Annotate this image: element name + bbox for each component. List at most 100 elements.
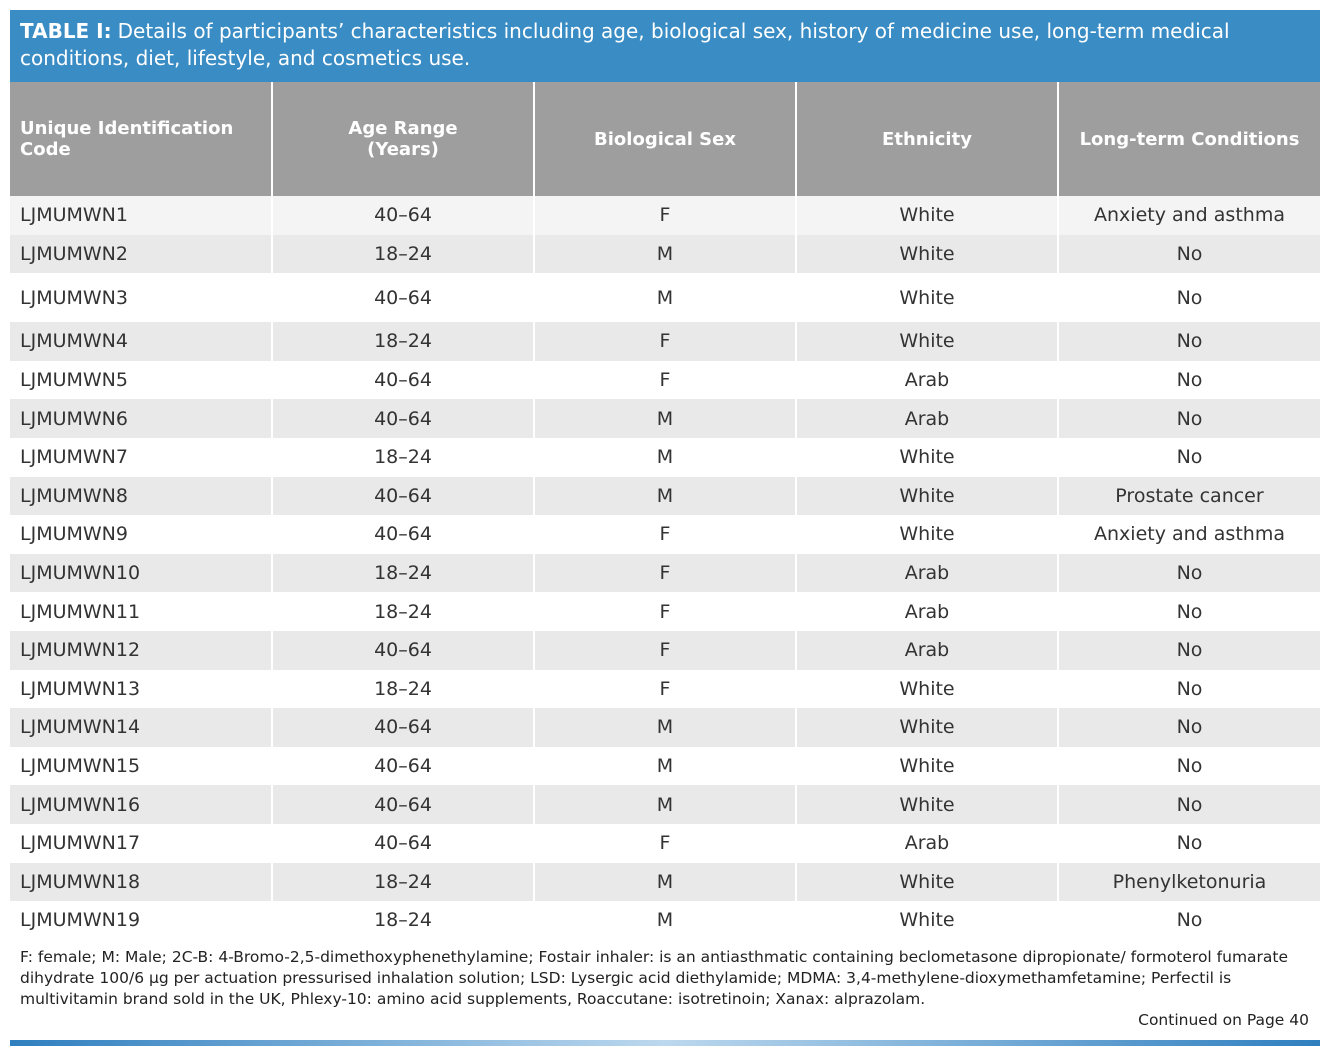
table-cell: White xyxy=(795,515,1058,554)
table-cell: No xyxy=(1057,746,1320,786)
table-cell: M xyxy=(533,746,796,786)
table-row: LJMUMWN19 18–24 M White No xyxy=(10,901,1320,940)
table-cell: LJMUMWN17 xyxy=(20,832,141,855)
table-cell: F xyxy=(533,360,796,400)
table-cell: No xyxy=(1057,234,1320,274)
table-cell: LJMUMWN14 xyxy=(10,708,272,747)
header-row: Unique Identification Code Age Range (Yea… xyxy=(10,82,1320,196)
table-cell: No xyxy=(1057,630,1320,670)
table-cell: White xyxy=(795,785,1058,824)
table-cell: F xyxy=(533,553,796,593)
table-row: LJMUMWN13 18–24 F White No xyxy=(10,669,1320,709)
table-cell: 40–64 xyxy=(271,823,534,863)
table-cell: 18–24 xyxy=(271,437,534,477)
table-cell: 18–24 xyxy=(271,901,534,940)
table-row: LJMUMWN2 18–24 M White No xyxy=(10,234,1320,274)
table-cell: LJMUMWN13 xyxy=(20,677,141,700)
table-cell: F xyxy=(533,630,796,670)
table-row: LJMUMWN15 40–64 M White No xyxy=(10,746,1320,786)
table-row: LJMUMWN14 40–64 M White No xyxy=(10,708,1320,747)
header-text: Unique Identification Code xyxy=(20,118,234,160)
table-row: LJMUMWN4 18–24 F White No xyxy=(10,322,1320,361)
table-cell: No xyxy=(1057,322,1320,361)
table-cell: No xyxy=(1057,592,1320,631)
table-row: LJMUMWN10 18–24 F Arab No xyxy=(10,553,1320,593)
table-cell: F xyxy=(533,669,796,709)
table-row: LJMUMWN5 40–64 F Arab No xyxy=(10,360,1320,400)
table-cell: M xyxy=(533,437,796,477)
table-cell: LJMUMWN1 xyxy=(10,196,272,235)
table-cell: 40–64 xyxy=(271,273,534,323)
table-cell: White xyxy=(795,901,1058,940)
table-cell: 40–64 xyxy=(271,746,534,786)
table-cell: LJMUMWN16 xyxy=(10,785,272,824)
table-body: LJMUMWN1 40–64 F White Anxiety and asthma LJM… xyxy=(10,196,1320,940)
table-cell: Prostate cancer xyxy=(1057,476,1320,516)
table-row: LJMUMWN8 40–64 M White Prostate cancer xyxy=(10,476,1320,516)
table-cell: 40–64 xyxy=(271,785,534,824)
table-cell: 18–24 xyxy=(271,322,534,361)
table-row: LJMUMWN9 40–64 F White Anxiety and asthma xyxy=(10,515,1320,554)
table-cell: Arab xyxy=(795,630,1058,670)
table-cell: White xyxy=(795,746,1058,786)
table-cell: 18–24 xyxy=(271,553,534,593)
table-row: LJMUMWN12 40–64 F Arab No xyxy=(10,630,1320,670)
table-cell: M xyxy=(533,862,796,902)
table-cell: LJMUMWN11 xyxy=(20,600,141,623)
table-row: LJMUMWN17 40–64 F Arab No xyxy=(10,823,1320,863)
table-cell: No xyxy=(1057,901,1320,940)
table-cell: Arab xyxy=(795,592,1058,631)
table-cell: F xyxy=(533,515,796,554)
table-cell: No xyxy=(1057,708,1320,747)
table-row: LJMUMWN1 40–64 F White Anxiety and asthma xyxy=(10,196,1320,235)
table-cell: White xyxy=(795,476,1058,516)
table-cell: Arab xyxy=(795,823,1058,863)
header-text: Long-term Conditions xyxy=(1079,128,1300,150)
table-cell: M xyxy=(533,785,796,824)
table-cell: Anxiety and asthma xyxy=(1057,196,1320,235)
header-cell: Age Range (Years) xyxy=(271,82,534,196)
table-cell: LJMUMWN5 xyxy=(20,369,128,392)
table-cell: White xyxy=(795,669,1058,709)
table-cell: M xyxy=(533,234,796,274)
table-row: LJMUMWN11 18–24 F Arab No xyxy=(10,592,1320,631)
table-cell: No xyxy=(1057,273,1320,323)
table-cell: White xyxy=(795,862,1058,902)
caption: TABLE I: Details of participants’ charact… xyxy=(10,10,1320,82)
table-cell: LJMUMWN8 xyxy=(10,476,272,516)
table-cell: 40–64 xyxy=(271,515,534,554)
table-cell: 40–64 xyxy=(271,399,534,438)
table-cell: M xyxy=(533,399,796,438)
table-cell: LJMUMWN2 xyxy=(10,234,272,274)
table-cell: 40–64 xyxy=(271,476,534,516)
header-cell: Long-term Conditions xyxy=(1057,82,1320,196)
table-cell: LJMUMWN7 xyxy=(20,446,128,469)
table-cell: Anxiety and asthma xyxy=(1057,515,1320,554)
table-cell: F xyxy=(533,196,796,235)
table-cell: LJMUMWN3 xyxy=(20,286,128,309)
table-row: LJMUMWN6 40–64 M Arab No xyxy=(10,399,1320,438)
table-cell: M xyxy=(533,901,796,940)
table-cell: M xyxy=(533,476,796,516)
table-cell: LJMUMWN12 xyxy=(10,630,272,670)
header-text: Ethnicity xyxy=(882,128,972,150)
table-cell: 40–64 xyxy=(271,360,534,400)
header-cell: Unique Identification Code xyxy=(10,82,272,196)
table-cell: No xyxy=(1057,823,1320,863)
table-cell: White xyxy=(795,322,1058,361)
table-cell: White xyxy=(795,234,1058,274)
table-cell: 18–24 xyxy=(271,862,534,902)
table-cell: 40–64 xyxy=(271,630,534,670)
table-cell: No xyxy=(1057,399,1320,438)
table-cell: Arab xyxy=(795,399,1058,438)
table-cell: No xyxy=(1057,437,1320,477)
table-cell: No xyxy=(1057,360,1320,400)
table-cell: LJMUMWN15 xyxy=(20,755,141,778)
table-cell: F xyxy=(533,823,796,863)
table-cell: LJMUMWN9 xyxy=(20,523,128,546)
table-row: LJMUMWN16 40–64 M White No xyxy=(10,785,1320,824)
table-cell: M xyxy=(533,708,796,747)
table-cell: 18–24 xyxy=(271,592,534,631)
header-cell: Ethnicity xyxy=(795,82,1058,196)
